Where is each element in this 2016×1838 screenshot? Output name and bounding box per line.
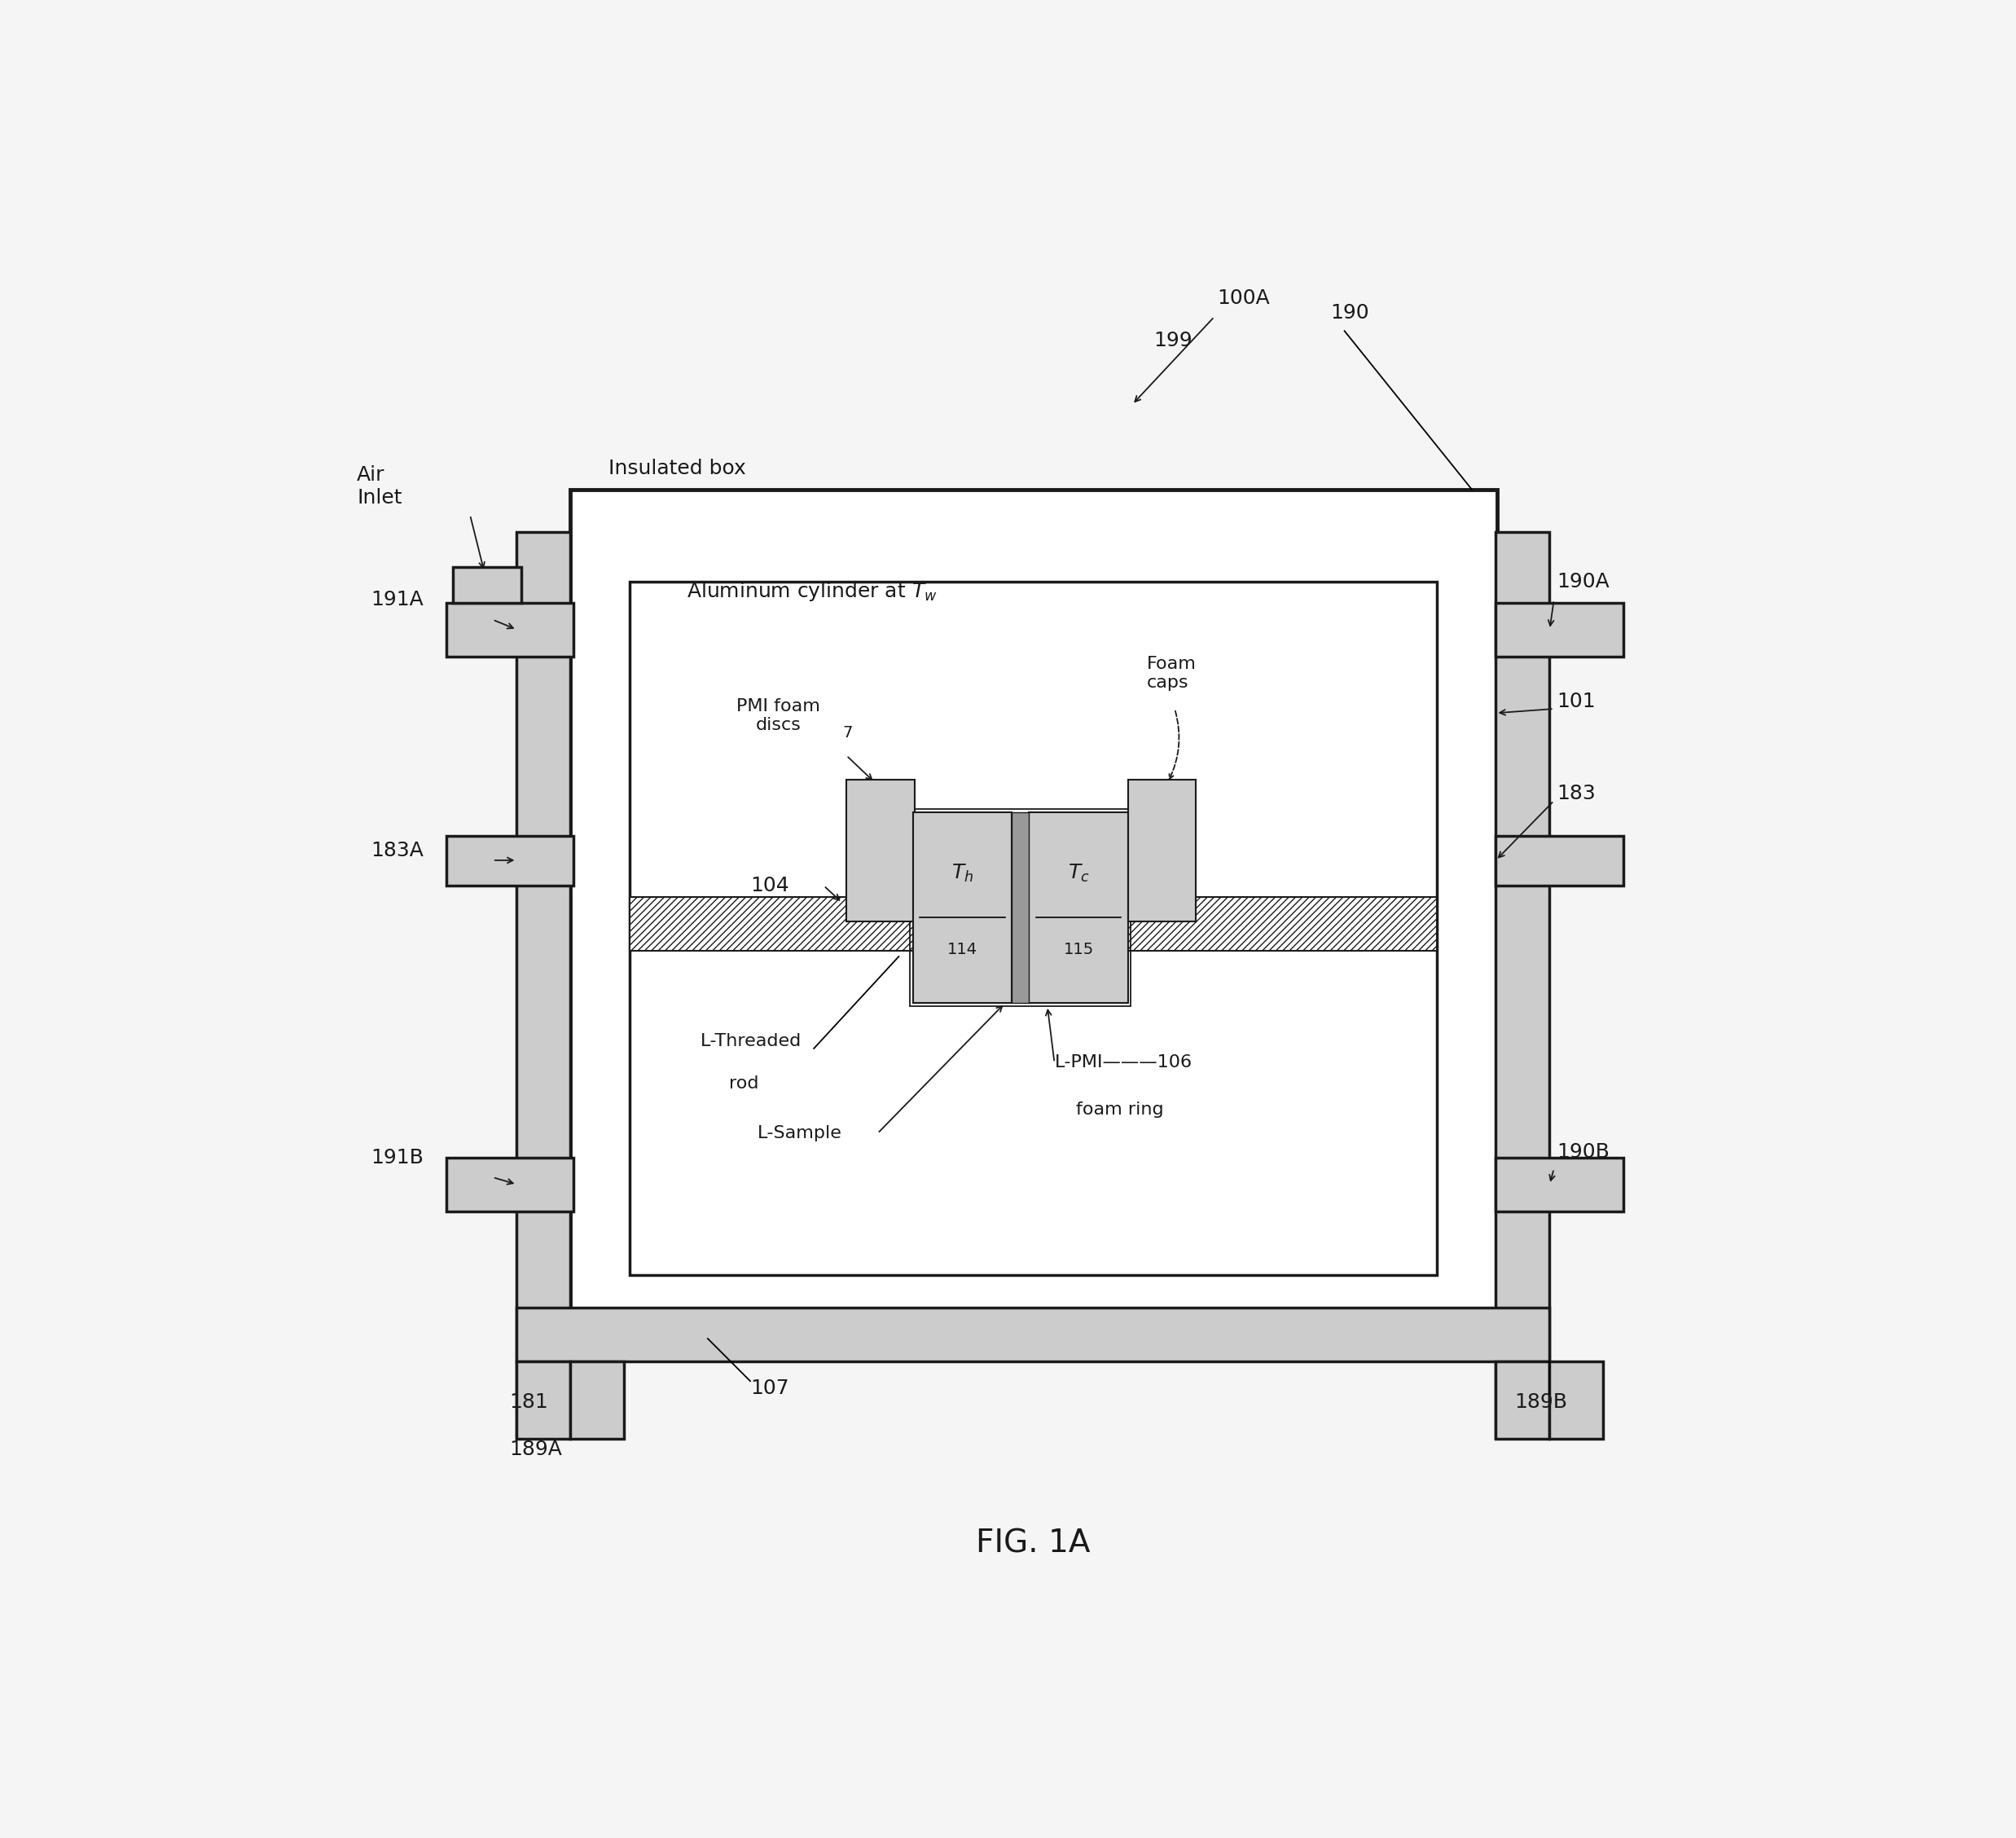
Bar xyxy=(629,897,943,950)
Bar xyxy=(1012,812,1028,1004)
Bar xyxy=(1496,836,1623,886)
Bar xyxy=(847,779,915,921)
Bar xyxy=(629,581,1437,1276)
Text: Foam
caps: Foam caps xyxy=(1147,656,1195,691)
Text: $T_h$: $T_h$ xyxy=(952,862,974,884)
Bar xyxy=(1496,603,1623,656)
Bar xyxy=(516,1362,571,1439)
Text: 190A: 190A xyxy=(1556,572,1609,592)
Text: L‐PMI———106: L‐PMI———106 xyxy=(1054,1055,1191,1072)
Bar xyxy=(571,1362,625,1439)
Bar xyxy=(909,809,1131,1005)
Bar xyxy=(1123,897,1437,950)
Text: FIG. 1A: FIG. 1A xyxy=(976,1529,1091,1559)
Text: 181: 181 xyxy=(510,1393,548,1412)
Text: 107: 107 xyxy=(750,1378,788,1399)
Text: 115: 115 xyxy=(1062,941,1093,958)
Text: 7: 7 xyxy=(843,726,853,741)
Text: 190: 190 xyxy=(1331,303,1369,322)
Text: 183: 183 xyxy=(1556,785,1595,803)
Bar xyxy=(571,489,1498,1360)
Text: L‐Threaded: L‐Threaded xyxy=(702,1033,802,1049)
Text: 191A: 191A xyxy=(371,590,423,610)
Bar xyxy=(913,812,1012,1004)
Bar xyxy=(1550,1362,1603,1439)
Text: L‐Sample: L‐Sample xyxy=(758,1125,843,1141)
Bar xyxy=(454,568,520,603)
Bar xyxy=(1496,531,1550,1437)
Text: 190B: 190B xyxy=(1556,1141,1609,1162)
Bar xyxy=(516,1307,1550,1362)
Text: 104: 104 xyxy=(750,877,788,895)
Text: $T_c$: $T_c$ xyxy=(1068,862,1089,884)
Text: 101: 101 xyxy=(1556,691,1595,711)
Bar xyxy=(516,531,571,1437)
Text: 183A: 183A xyxy=(371,840,423,860)
Text: Aluminum cylinder at $T_w$: Aluminum cylinder at $T_w$ xyxy=(687,581,937,603)
Bar xyxy=(1496,1158,1623,1211)
Text: PMI foam
discs: PMI foam discs xyxy=(736,698,821,733)
Text: foam ring: foam ring xyxy=(1077,1101,1163,1118)
Text: Insulated box: Insulated box xyxy=(609,460,746,478)
Text: 105: 105 xyxy=(1157,877,1195,895)
Text: 114: 114 xyxy=(948,941,978,958)
Bar xyxy=(1496,1362,1550,1439)
Text: 189B: 189B xyxy=(1514,1393,1566,1412)
Text: 199: 199 xyxy=(1153,331,1191,351)
Bar xyxy=(1028,812,1129,1004)
Text: 191B: 191B xyxy=(371,1147,423,1167)
Text: 189A: 189A xyxy=(510,1439,562,1459)
Bar xyxy=(1129,779,1195,921)
Text: Air
Inlet: Air Inlet xyxy=(357,465,401,507)
Text: 100A: 100A xyxy=(1218,289,1270,309)
Bar xyxy=(446,836,573,886)
Bar xyxy=(446,1158,573,1211)
Bar xyxy=(446,603,573,656)
Text: rod: rod xyxy=(730,1075,758,1092)
